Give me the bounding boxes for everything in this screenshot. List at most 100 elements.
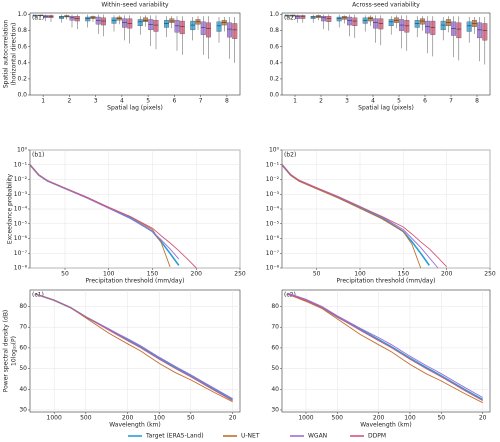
y-tick-label: 80 bbox=[19, 303, 27, 310]
y-tick-label: 10⁻¹ bbox=[266, 161, 280, 168]
box bbox=[321, 16, 327, 22]
box bbox=[43, 15, 49, 18]
x-axis-label: Wavelength (km) bbox=[109, 422, 161, 429]
box bbox=[227, 22, 232, 38]
y-axis-label: Power spectral density (dB) bbox=[3, 310, 10, 393]
x-tick-label: 8 bbox=[475, 98, 479, 105]
box bbox=[430, 20, 436, 35]
y-axis-label: Spatial autocorrelation bbox=[3, 20, 10, 88]
plot-frame bbox=[29, 289, 241, 413]
x-tick-label: 50 bbox=[313, 271, 321, 278]
box bbox=[456, 22, 462, 39]
y-tick-label: 10⁰ bbox=[17, 147, 28, 154]
y-tick-label: 10⁻⁷ bbox=[14, 250, 28, 257]
x-tick-label: 150 bbox=[398, 271, 410, 278]
box bbox=[153, 20, 159, 32]
box bbox=[169, 18, 175, 23]
box bbox=[451, 21, 457, 36]
x-tick-label: 1000 bbox=[47, 415, 62, 422]
box bbox=[373, 18, 379, 29]
x-tick-label: 7 bbox=[199, 98, 203, 105]
y-axis-label: Exceedance probability bbox=[7, 173, 14, 244]
legend-label: DDPM bbox=[368, 433, 386, 440]
box bbox=[101, 17, 106, 26]
series-line bbox=[29, 164, 171, 267]
x-axis-label: Precipitation threshold (mm/day) bbox=[336, 278, 435, 285]
x-tick-label: 1 bbox=[41, 98, 45, 105]
x-tick-label: 20 bbox=[229, 415, 237, 422]
panel-label: (a2) bbox=[284, 15, 296, 22]
box bbox=[164, 20, 169, 28]
y-tick-label: 10⁻⁵ bbox=[266, 220, 280, 227]
box bbox=[200, 21, 206, 35]
y-axis-label: (horizontal direction) bbox=[11, 23, 18, 86]
box bbox=[216, 21, 222, 32]
series-line bbox=[281, 164, 422, 269]
y-tick-label: 10⁰ bbox=[269, 147, 280, 154]
box bbox=[137, 19, 143, 27]
panel-label: (b1) bbox=[32, 152, 44, 159]
x-tick-label: 50 bbox=[187, 415, 195, 422]
box bbox=[352, 17, 358, 27]
y-tick-label: 10⁻³ bbox=[14, 191, 28, 198]
x-tick-label: 5 bbox=[397, 98, 401, 105]
x-tick-label: 200 bbox=[373, 415, 385, 422]
box bbox=[232, 23, 238, 39]
x-tick-label: 100 bbox=[153, 415, 165, 422]
box bbox=[179, 20, 185, 35]
panel-title: Across-seed variability bbox=[352, 2, 420, 9]
y-tick-label: 0.0 bbox=[269, 92, 279, 99]
box bbox=[466, 21, 472, 32]
series-line bbox=[287, 293, 483, 401]
y-tick-label: 0.6 bbox=[269, 43, 279, 50]
x-tick-label: 20 bbox=[479, 415, 487, 422]
legend-label: WGAN bbox=[308, 433, 327, 440]
x-tick-label: 2 bbox=[319, 98, 323, 105]
panel-title: Within-seed variability bbox=[101, 2, 169, 9]
y-tick-label: 60 bbox=[271, 344, 279, 351]
series-line bbox=[287, 292, 483, 398]
box bbox=[440, 20, 446, 31]
y-tick-label: 10⁻⁷ bbox=[266, 250, 280, 257]
box bbox=[206, 22, 211, 38]
y-tick-label: 10⁻² bbox=[14, 176, 28, 183]
y-tick-label: 10⁻¹ bbox=[14, 161, 28, 168]
y-tick-label: 70 bbox=[19, 324, 27, 331]
x-tick-label: 4 bbox=[371, 98, 375, 105]
y-tick-label: 10⁻⁶ bbox=[14, 235, 28, 242]
x-axis-label: Precipitation threshold (mm/day) bbox=[85, 278, 184, 285]
y-tick-label: 10⁻⁶ bbox=[266, 235, 280, 242]
plot-frame bbox=[281, 12, 491, 96]
y-tick-label: 10⁻⁸ bbox=[266, 265, 280, 272]
box bbox=[90, 16, 96, 19]
box bbox=[59, 16, 64, 19]
box bbox=[48, 15, 54, 18]
x-tick-label: 3 bbox=[94, 98, 98, 105]
series-line bbox=[287, 293, 483, 404]
box bbox=[378, 18, 384, 30]
x-tick-label: 200 bbox=[122, 415, 134, 422]
series-line bbox=[281, 164, 448, 268]
x-axis-label: Spatial lag (pixels) bbox=[358, 105, 414, 112]
y-tick-label: 10⁻³ bbox=[266, 191, 280, 198]
y-tick-label: 40 bbox=[19, 386, 27, 393]
x-tick-label: 250 bbox=[484, 271, 496, 278]
panel-label: (b2) bbox=[284, 152, 296, 159]
box bbox=[404, 20, 410, 33]
y-tick-label: 10⁻⁵ bbox=[14, 220, 28, 227]
y-tick-label: 0.4 bbox=[17, 59, 27, 66]
box bbox=[367, 16, 373, 22]
x-tick-label: 500 bbox=[80, 415, 92, 422]
plot-frame bbox=[281, 289, 491, 413]
y-tick-label: 1.0 bbox=[17, 11, 27, 18]
box bbox=[336, 16, 342, 22]
x-tick-label: 6 bbox=[423, 98, 427, 105]
x-tick-label: 150 bbox=[147, 271, 159, 278]
box bbox=[310, 16, 316, 19]
box bbox=[414, 20, 420, 28]
x-tick-label: 2 bbox=[67, 98, 71, 105]
box bbox=[295, 15, 301, 19]
y-tick-label: 0.2 bbox=[17, 75, 27, 82]
y-tick-label: 0.6 bbox=[17, 43, 27, 50]
x-tick-label: 4 bbox=[120, 98, 124, 105]
